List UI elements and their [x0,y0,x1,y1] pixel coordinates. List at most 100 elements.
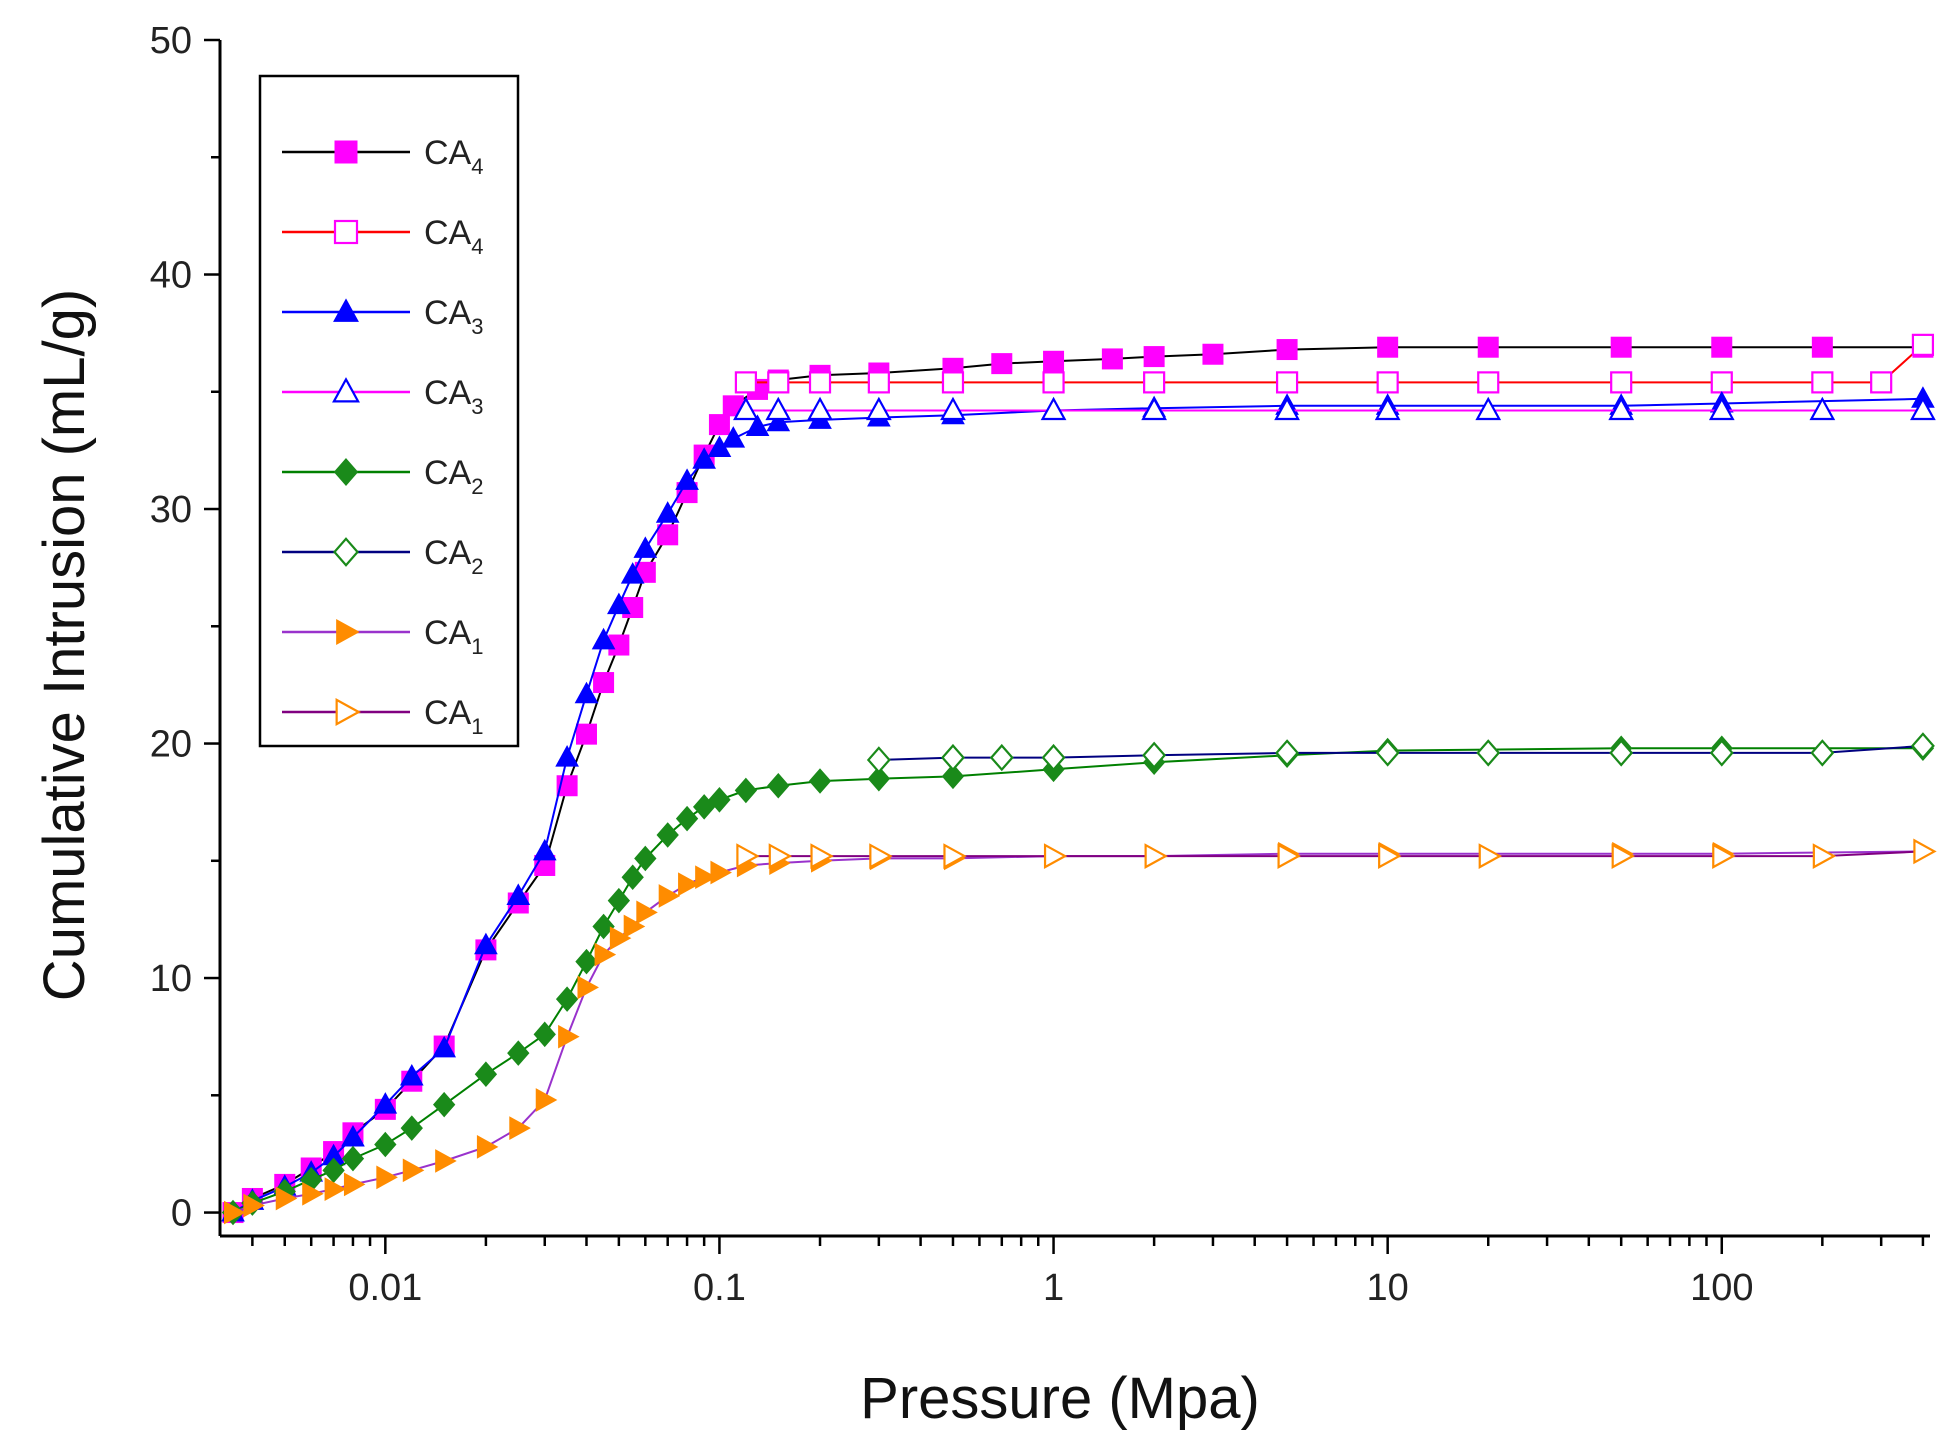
legend-marker [332,537,360,567]
data-point [636,900,658,925]
data-point [1476,739,1501,767]
data-point [607,887,631,914]
data-point [555,986,579,1012]
legend-item: CA4 [282,134,483,179]
data-point [1911,333,1935,356]
data-point [658,884,681,908]
data-point [708,414,730,436]
legend-item: CA4 [282,214,483,259]
series-line [232,747,1923,1214]
data-point [692,447,716,469]
x-tick-label: 0.01 [348,1267,422,1309]
series-4 [733,396,1936,421]
data-point [509,1116,531,1140]
tick-labels-layer: 0 10 20 30 40 50 0.01 0.1 1 10 100 [150,20,1754,1309]
data-point [867,371,890,394]
data-point [474,932,498,955]
data-point [736,843,760,869]
data-point [558,1024,580,1049]
data-point [1475,396,1502,421]
legend-item: CA2 [282,534,483,579]
data-point [1043,350,1065,372]
series-line [232,346,1923,1214]
data-point [1812,843,1837,869]
data-point [943,843,967,869]
data-point [1041,743,1066,772]
data-point [402,1158,425,1183]
x-tick-label: 0.1 [693,1267,746,1309]
data-point [1870,371,1893,394]
data-point [1477,371,1500,394]
data-point [941,763,965,790]
legend-items: CA4 CA4 CA3 CA3 CA2 CA2 CA1 CA1 [282,134,483,739]
data-point [1610,371,1633,394]
data-point [1712,843,1736,869]
legend-marker [333,298,359,322]
data-point [675,805,699,832]
legend-label: CA3 [424,294,483,339]
legend-item: CA1 [282,694,483,739]
data-point [808,768,832,794]
data-point [633,536,658,558]
data-point [991,353,1013,375]
legend-marker [333,458,359,486]
legend-marker [335,698,361,726]
data-point [593,672,615,694]
y-tick-label: 50 [150,20,192,62]
data-point [607,592,631,615]
data-point [1811,336,1833,358]
legend: CA4 CA4 CA3 CA3 CA2 CA2 CA1 CA1 [258,74,520,748]
data-point [1910,732,1935,760]
data-point [1376,371,1399,394]
series-layer [221,333,1937,1226]
x-tick-label: 1 [1043,1267,1064,1309]
data-point [1378,843,1402,869]
data-point [734,371,757,394]
data-point [435,1149,457,1173]
data-point [765,396,792,421]
data-point [373,1092,398,1114]
data-point [1810,739,1835,767]
data-point [374,1131,397,1158]
series-2 [734,333,1935,394]
data-point [620,562,645,584]
data-point [657,524,679,546]
data-point [1144,843,1168,869]
data-point [243,1193,265,1218]
legend-label: CA3 [424,374,483,419]
data-point [432,1035,457,1058]
data-point [1142,741,1167,769]
data-point [1275,371,1299,394]
y-axis-title: Cumulative Intrusion (mL/g) [32,289,97,1001]
x-tick-label: 10 [1367,1267,1409,1309]
data-point [1610,336,1632,358]
data-point [1276,339,1298,361]
data-point [1910,396,1936,421]
y-tick-label: 20 [150,724,192,766]
data-point [708,787,731,813]
data-point [591,627,616,650]
data-point [767,371,790,394]
data-point [1375,739,1400,767]
data-point [577,975,600,1000]
data-point [655,501,680,523]
data-point [1101,348,1123,370]
legend-marker [333,219,359,245]
data-point [400,1115,423,1141]
legend-label: CA1 [424,614,483,659]
data-point [594,942,617,967]
data-point [808,371,832,394]
data-point [721,426,746,448]
data-point [302,1181,324,1206]
data-point [341,1145,365,1172]
data-point [734,777,758,804]
legend-label: CA1 [424,694,483,739]
data-point [1608,396,1635,421]
data-point [675,468,699,490]
data-point [695,865,717,890]
data-point [621,864,644,890]
data-point [507,1040,530,1066]
data-point [807,396,833,421]
